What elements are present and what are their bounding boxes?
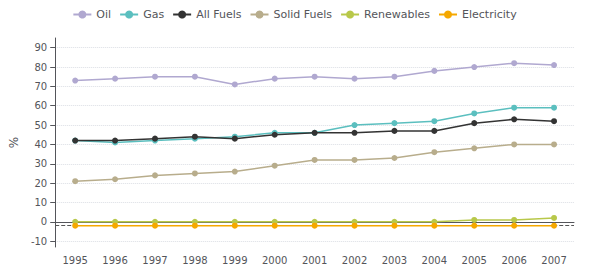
- svg-text:60: 60: [34, 100, 47, 111]
- svg-text:2002: 2002: [342, 255, 367, 266]
- svg-text:2001: 2001: [302, 255, 327, 266]
- svg-text:40: 40: [34, 139, 47, 150]
- svg-text:10: 10: [34, 197, 47, 208]
- svg-text:1996: 1996: [102, 255, 127, 266]
- svg-text:Renewables: Renewables: [364, 8, 430, 21]
- svg-text:Oil: Oil: [96, 8, 111, 21]
- svg-text:2007: 2007: [541, 255, 566, 266]
- svg-text:90: 90: [34, 42, 47, 53]
- svg-text:1998: 1998: [182, 255, 207, 266]
- svg-text:1995: 1995: [62, 255, 87, 266]
- svg-text:1997: 1997: [142, 255, 167, 266]
- svg-text:2000: 2000: [262, 255, 287, 266]
- svg-text:-10: -10: [31, 236, 47, 247]
- svg-text:50: 50: [34, 120, 47, 131]
- svg-text:1999: 1999: [222, 255, 247, 266]
- svg-text:All Fuels: All Fuels: [196, 8, 242, 21]
- svg-text:80: 80: [34, 62, 47, 73]
- svg-text:30: 30: [34, 158, 47, 169]
- svg-text:70: 70: [34, 81, 47, 92]
- svg-text:20: 20: [34, 178, 47, 189]
- svg-text:Gas: Gas: [143, 8, 164, 21]
- svg-text:Solid Fuels: Solid Fuels: [274, 8, 333, 21]
- svg-text:Electricity: Electricity: [462, 8, 517, 21]
- svg-text:2004: 2004: [422, 255, 447, 266]
- svg-text:2006: 2006: [501, 255, 526, 266]
- svg-text:2003: 2003: [382, 255, 407, 266]
- svg-text:0: 0: [41, 216, 47, 227]
- svg-text:%: %: [7, 137, 21, 148]
- svg-text:2005: 2005: [462, 255, 487, 266]
